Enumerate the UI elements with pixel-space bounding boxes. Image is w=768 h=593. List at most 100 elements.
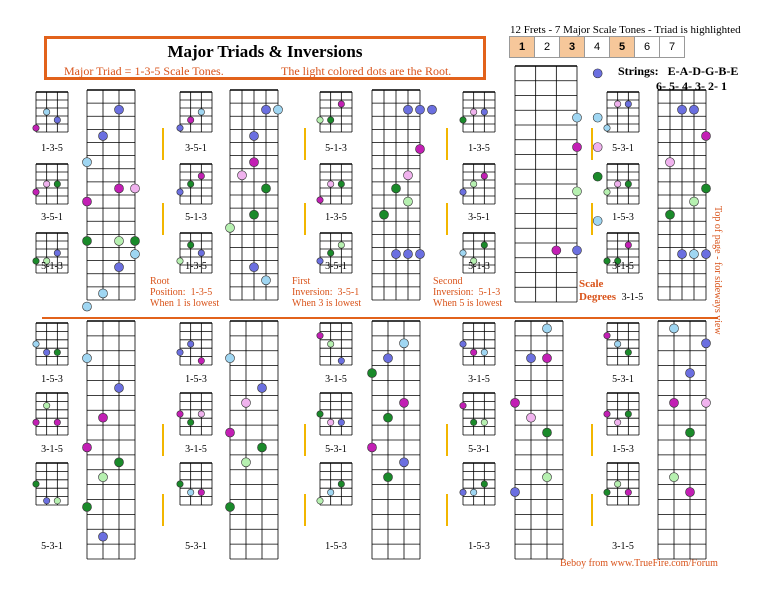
note-dot: [614, 480, 622, 488]
note-line: Root: [150, 276, 170, 287]
note-dot: [32, 418, 40, 426]
chord-box: [603, 232, 640, 274]
note-dot: [261, 183, 271, 194]
chord-box: [603, 163, 640, 205]
note-dot: [225, 502, 235, 512]
scale-cell-1: 1: [509, 36, 535, 58]
scale-cell-3: 3: [559, 36, 585, 58]
chord-box: [32, 163, 69, 205]
note-dot: [624, 410, 632, 418]
note-dot: [53, 348, 61, 356]
yellow-divider: [591, 203, 593, 235]
note-dot: [114, 183, 124, 194]
note-dot: [197, 488, 205, 496]
note-dot: [43, 180, 51, 188]
neck-diagram: [510, 320, 564, 560]
note-dot: [337, 180, 345, 188]
note-dot: [572, 245, 582, 256]
chord-label: 5-1-3: [185, 212, 207, 223]
note-dot: [114, 262, 124, 272]
note-dot: [403, 104, 413, 115]
note-dot: [337, 100, 345, 108]
note-line: 3-1-5: [621, 292, 644, 303]
note-dot: [603, 188, 611, 196]
neck-diagram: [367, 320, 421, 560]
note-dot: [459, 340, 467, 348]
note-dot: [677, 249, 687, 259]
note-line: Second: [433, 276, 463, 287]
chord-label: 1-5-3: [41, 374, 63, 385]
note-scale-degrees: Scale Degrees 3-1-5: [579, 278, 643, 304]
note-dot: [459, 488, 467, 496]
note-dot: [383, 472, 393, 482]
neck-diagram: [514, 65, 603, 303]
note-dot: [603, 257, 611, 265]
chord-label: 5-3-1: [468, 444, 490, 455]
chord-label: 1-5-3: [185, 374, 207, 385]
note-dot: [257, 442, 267, 453]
note-dot: [480, 108, 488, 116]
note-dot: [176, 257, 184, 265]
chord-label: 1-5-3: [468, 541, 490, 552]
note-dot: [701, 131, 711, 141]
note-dot: [480, 418, 488, 426]
chord-box: [32, 322, 69, 366]
note-dot: [130, 236, 140, 246]
note-dot: [399, 398, 409, 408]
note-dot: [225, 353, 235, 363]
chord-box: [176, 232, 213, 274]
note-dot: [701, 249, 711, 259]
note-dot: [197, 108, 205, 116]
neck-diagram: [371, 89, 437, 301]
page-title: Major Triads & Inversions: [167, 42, 363, 61]
note-dot: [32, 188, 40, 196]
note-dot: [624, 241, 632, 249]
neck-diagram: [225, 89, 283, 301]
note-dot: [399, 457, 409, 468]
note-dot: [480, 172, 488, 180]
note-line: First: [292, 276, 311, 287]
note-line: 1-3-5: [190, 287, 213, 298]
note-dot: [43, 257, 51, 265]
chord-label: 3-1-5: [612, 261, 634, 272]
chord-label: 1-5-3: [612, 444, 634, 455]
strings-label: Strings:: [618, 64, 659, 78]
chord-label: 5-1-3: [325, 143, 347, 154]
chord-box: [459, 163, 496, 205]
note-dot: [677, 104, 687, 115]
note-dot: [197, 410, 205, 418]
note-dot: [187, 418, 195, 426]
note-dot: [701, 398, 711, 408]
note-dot: [689, 249, 699, 259]
note-dot: [130, 183, 140, 194]
note-dot: [176, 124, 184, 132]
note-dot: [337, 418, 345, 426]
note-dot: [665, 209, 675, 220]
note-dot: [427, 104, 437, 115]
note-dot: [614, 180, 622, 188]
note-dot: [480, 480, 488, 488]
note-dot: [367, 368, 377, 378]
note-dot: [542, 353, 552, 363]
yellow-divider: [162, 424, 164, 456]
note-dot: [391, 249, 401, 259]
note-dot: [98, 472, 108, 482]
note-dot: [82, 196, 92, 207]
chord-label: 5-3-1: [612, 143, 634, 154]
scale-cell-5: 5: [609, 36, 635, 58]
chord-box: [176, 392, 213, 436]
yellow-divider: [446, 494, 448, 526]
scale-header: 12 Frets - 7 Major Scale Tones - Triad i…: [510, 24, 741, 36]
note-dot: [32, 480, 40, 488]
note-dot: [241, 398, 251, 408]
note-dot: [383, 412, 393, 423]
note-dot: [337, 480, 345, 488]
chord-box: [316, 462, 353, 506]
strings-names: E-A-D-G-B-E: [667, 64, 739, 78]
note-dot: [241, 457, 251, 468]
chord-box: [176, 91, 213, 133]
note-dot: [614, 100, 622, 108]
chord-label: 5-1-3: [468, 261, 490, 272]
chord-label: 1-3-5: [41, 143, 63, 154]
note-dot: [624, 100, 632, 108]
